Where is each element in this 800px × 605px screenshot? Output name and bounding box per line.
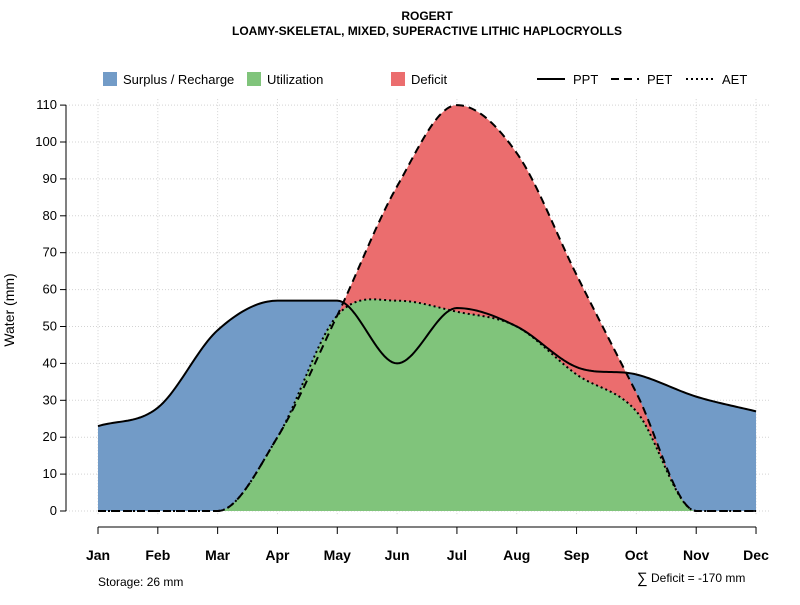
y-tick-label: 30 (43, 392, 57, 407)
legend-label: PPT (573, 72, 598, 87)
y-tick-label: 90 (43, 171, 57, 186)
legend-label: PET (647, 72, 672, 87)
y-axis-label: Water (mm) (1, 273, 17, 346)
chart-title: ROGERT (401, 9, 453, 23)
y-tick-label: 50 (43, 319, 57, 334)
utilization-area (98, 299, 757, 511)
storage-annotation: Storage: 26 mm (98, 575, 183, 589)
legend-swatch-surplus-recharge (103, 72, 117, 86)
deficit-annotation: Deficit = -170 mm (651, 571, 745, 585)
deficit-symbol: ∑ (637, 570, 648, 587)
x-tick-label: Oct (625, 547, 649, 563)
x-tick-label: May (324, 547, 351, 563)
x-tick-label: Mar (205, 547, 230, 563)
x-tick-label: Aug (503, 547, 530, 563)
x-tick-label: Feb (145, 547, 170, 563)
legend-label: AET (722, 72, 747, 87)
legend-swatch-deficit (391, 72, 405, 86)
legend: Surplus / Recharge Utilization Deficit PPT P… (103, 72, 747, 87)
x-tick-label: Apr (265, 547, 290, 563)
y-tick-label: 60 (43, 282, 57, 297)
areas (98, 105, 757, 511)
y-tick-label: 0 (50, 503, 57, 518)
y-tick-label: 80 (43, 208, 57, 223)
y-tick-label: 20 (43, 429, 57, 444)
ppt-line (97, 299, 757, 428)
pet-line (98, 104, 757, 512)
y-tick-label: 40 (43, 355, 57, 370)
chart-subtitle: LOAMY-SKELETAL, MIXED, SUPERACTIVE LITHI… (232, 24, 622, 38)
y-tick-label: 70 (43, 245, 57, 260)
deficit-area (98, 105, 757, 511)
x-tick-label: Jul (447, 547, 467, 563)
x-tick-label: Dec (743, 547, 769, 563)
legend-label: Deficit (411, 72, 448, 87)
legend-label: Utilization (267, 72, 323, 87)
legend-swatch-utilization (247, 72, 261, 86)
axes: 0 10 20 30 40 50 60 70 80 90 100 110 Jan Feb Mar Apr May… (35, 97, 769, 563)
x-tick-label: Sep (564, 547, 590, 563)
lines (97, 104, 757, 512)
aet-line (98, 298, 757, 512)
y-tick-label: 100 (35, 134, 57, 149)
y-tick-label: 10 (43, 466, 57, 481)
x-tick-label: Jun (385, 547, 410, 563)
x-tick-label: Jan (86, 547, 110, 563)
x-tick-label: Nov (683, 547, 710, 563)
y-tick-label: 110 (36, 97, 57, 112)
legend-label: Surplus / Recharge (123, 72, 234, 87)
